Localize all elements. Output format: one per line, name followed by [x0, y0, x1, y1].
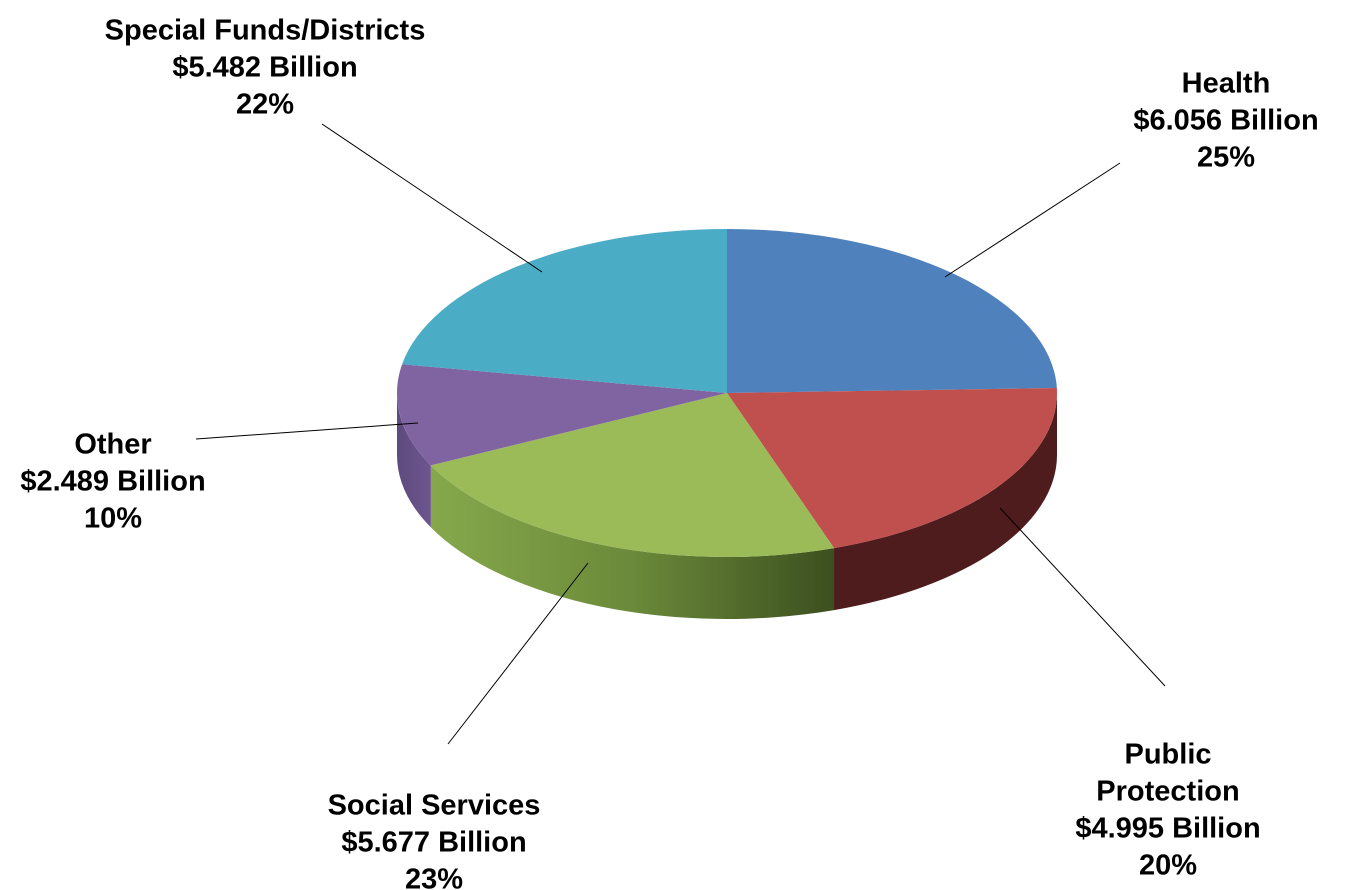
pie-slice-social-services: [430, 393, 835, 557]
slice-label-public-protection-value: $4.995 Billion: [1075, 813, 1260, 845]
pie-side-social-services: [430, 465, 835, 619]
slice-label-public-protection-name: Public: [1124, 739, 1211, 771]
leader-line-social-services: [447, 562, 589, 745]
slice-label-public-protection-percent: 20%: [1139, 850, 1197, 882]
slice-label-health-percent: 25%: [1197, 142, 1255, 174]
slice-label-special-funds-districts-percent: 22%: [236, 89, 294, 121]
slice-labels: Health $6.056 Billion 25% Public Protection $…: [20, 15, 1318, 890]
slice-label-public-protection-name: Protection: [1096, 776, 1239, 808]
pie-slice-health: [727, 229, 1057, 393]
slice-label-other-name: Other: [74, 429, 151, 461]
slice-label-other-percent: 10%: [84, 503, 142, 535]
pie-slice-other: [396, 364, 727, 466]
pie-side-other: [397, 393, 431, 528]
leader-line-public-protection: [999, 507, 1166, 687]
slice-label-special-funds-districts-name: Special Funds/Districts: [105, 15, 426, 47]
pie-slice-public-protection: [727, 388, 1057, 549]
slice-label-health-value: $6.056 Billion: [1133, 105, 1318, 137]
pie-slice-special-funds-districts: [402, 229, 727, 393]
pie-side-public-protection: [834, 393, 1057, 611]
leader-line-special-funds-districts: [321, 123, 543, 273]
leader-lines: [195, 123, 1166, 745]
slice-label-special-funds-districts-value: $5.482 Billion: [172, 52, 357, 84]
pie-tops: [396, 229, 1057, 557]
slice-label-social-services-name: Social Services: [328, 790, 541, 822]
slice-label-social-services-value: $5.677 Billion: [341, 827, 526, 859]
pie-sides: [397, 393, 1057, 619]
slice-label-health-name: Health: [1182, 68, 1271, 100]
slice-label-social-services-percent: 23%: [405, 864, 463, 890]
slice-label-other-value: $2.489 Billion: [20, 466, 205, 498]
leader-line-other: [195, 422, 419, 440]
leader-line-health: [944, 162, 1121, 278]
